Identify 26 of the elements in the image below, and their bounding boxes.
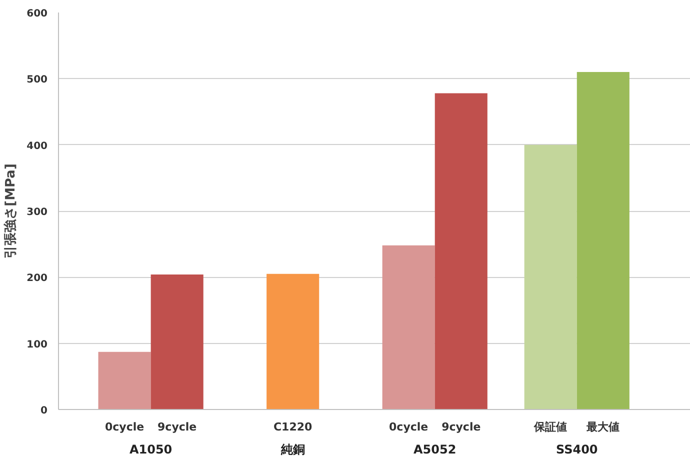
- y-tick-label: 0: [40, 406, 48, 416]
- y-axis-title: 引張強さ[MPa]: [2, 164, 19, 258]
- x-tick-label: 純銅: [280, 442, 305, 456]
- text: 9cycle: [442, 420, 481, 434]
- text: 0cycle: [389, 420, 428, 434]
- bar: [576, 72, 630, 410]
- x-tick-label: SS400: [556, 442, 598, 456]
- bar: [266, 274, 320, 410]
- y-tick-label: 400: [26, 140, 48, 152]
- x-tick-label: A5052: [414, 442, 456, 456]
- series-label: 9cycle: [158, 420, 197, 434]
- series-label: 最大値: [586, 420, 620, 434]
- x-tick-label: A1050: [129, 442, 172, 456]
- series-label: C1220: [273, 420, 313, 434]
- y-tick-label: 100: [26, 339, 48, 350]
- y-tick-label: 200: [26, 273, 48, 284]
- series-label: 保証値: [533, 420, 568, 434]
- y-tick-label: 500: [26, 74, 48, 86]
- bar: [434, 93, 488, 410]
- series-label: 0cycle: [104, 420, 144, 434]
- bar: [98, 352, 151, 410]
- y-tick-label: 600: [26, 8, 48, 20]
- bar: [150, 274, 204, 410]
- bar: [524, 144, 577, 410]
- bar: [382, 245, 435, 410]
- y-tick-label: 300: [26, 207, 48, 218]
